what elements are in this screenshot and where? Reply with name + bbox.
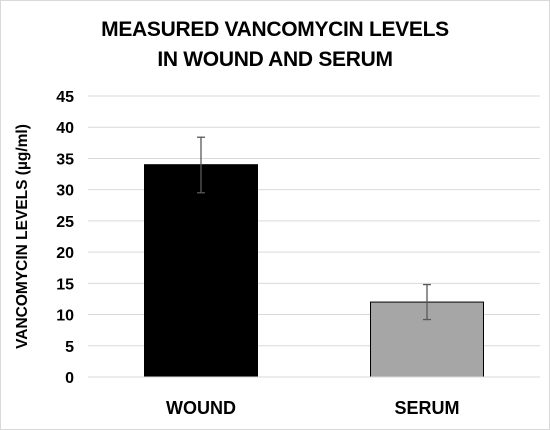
y-axis-ticks: 0 5 10 15 20 25 30 35 40 45 xyxy=(56,89,74,387)
x-axis-categories: WOUND SERUM xyxy=(166,398,460,418)
error-bar-wound xyxy=(197,136,205,194)
y-tick-label: 20 xyxy=(56,245,74,262)
y-tick-label: 0 xyxy=(65,370,74,387)
category-label: SERUM xyxy=(394,398,459,418)
bar-wound xyxy=(144,164,258,378)
y-tick-label: 45 xyxy=(56,89,74,106)
chart-title-line-1: MEASURED VANCOMYCIN LEVELS xyxy=(101,18,449,41)
y-tick-label: 10 xyxy=(56,308,74,325)
y-tick-label: 5 xyxy=(65,339,74,356)
error-bars xyxy=(197,136,431,321)
y-tick-label: 30 xyxy=(56,183,74,200)
y-tick-label: 25 xyxy=(56,214,74,231)
y-tick-label: 40 xyxy=(56,120,74,137)
chart-title-line-2: IN WOUND AND SERUM xyxy=(157,48,393,71)
bars xyxy=(144,164,484,378)
y-tick-label: 35 xyxy=(56,151,74,168)
category-label: WOUND xyxy=(166,398,236,418)
y-axis-label: VANCOMYCIN LEVELS (µg/ml) xyxy=(14,124,31,349)
error-bar-serum xyxy=(423,283,431,321)
y-tick-label: 15 xyxy=(56,276,74,293)
